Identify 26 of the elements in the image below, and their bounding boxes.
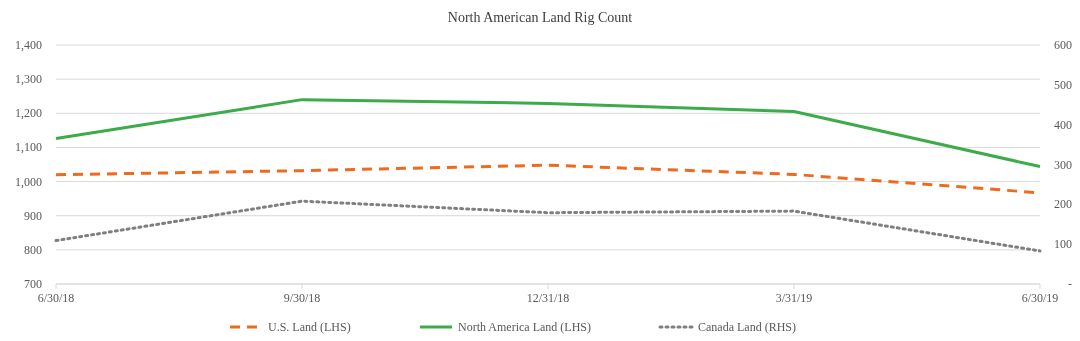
y-tick-label: 1,000 — [15, 174, 42, 189]
legend-label: Canada Land (RHS) — [698, 320, 796, 334]
y2-tick-label: 600 — [1054, 38, 1072, 52]
y-tick-label: 1,300 — [15, 72, 42, 87]
x-tick-label: 6/30/18 — [37, 291, 75, 305]
y-tick-label: 700 — [24, 277, 42, 291]
y-tick-label: 800 — [24, 242, 42, 257]
x-tick-label: 6/30/19 — [1021, 291, 1059, 305]
y2-tick-label: - — [1068, 277, 1072, 291]
x-tick-label: 12/31/18 — [526, 291, 570, 305]
line-series — [54, 98, 1042, 169]
chart-title: North American Land Rig Count — [447, 10, 633, 25]
legend-label: U.S. Land (LHS) — [268, 320, 351, 334]
line-series — [54, 199, 1042, 253]
y2-tick-label: 100 — [1054, 237, 1072, 252]
y2-tick-label: 200 — [1054, 197, 1072, 212]
y2-tick-label: 300 — [1054, 157, 1072, 172]
y-tick-label: 1,100 — [15, 140, 42, 155]
x-tick-label: 9/30/18 — [283, 291, 321, 305]
legend-label: North America Land (LHS) — [458, 320, 591, 334]
y2-tick-label: 400 — [1054, 117, 1072, 132]
y-tick-label: 1,200 — [15, 106, 42, 121]
x-tick-label: 3/31/19 — [775, 291, 813, 305]
y-tick-label: 900 — [24, 208, 42, 223]
y2-tick-label: 500 — [1054, 77, 1072, 92]
y-tick-label: 1,400 — [15, 38, 42, 52]
